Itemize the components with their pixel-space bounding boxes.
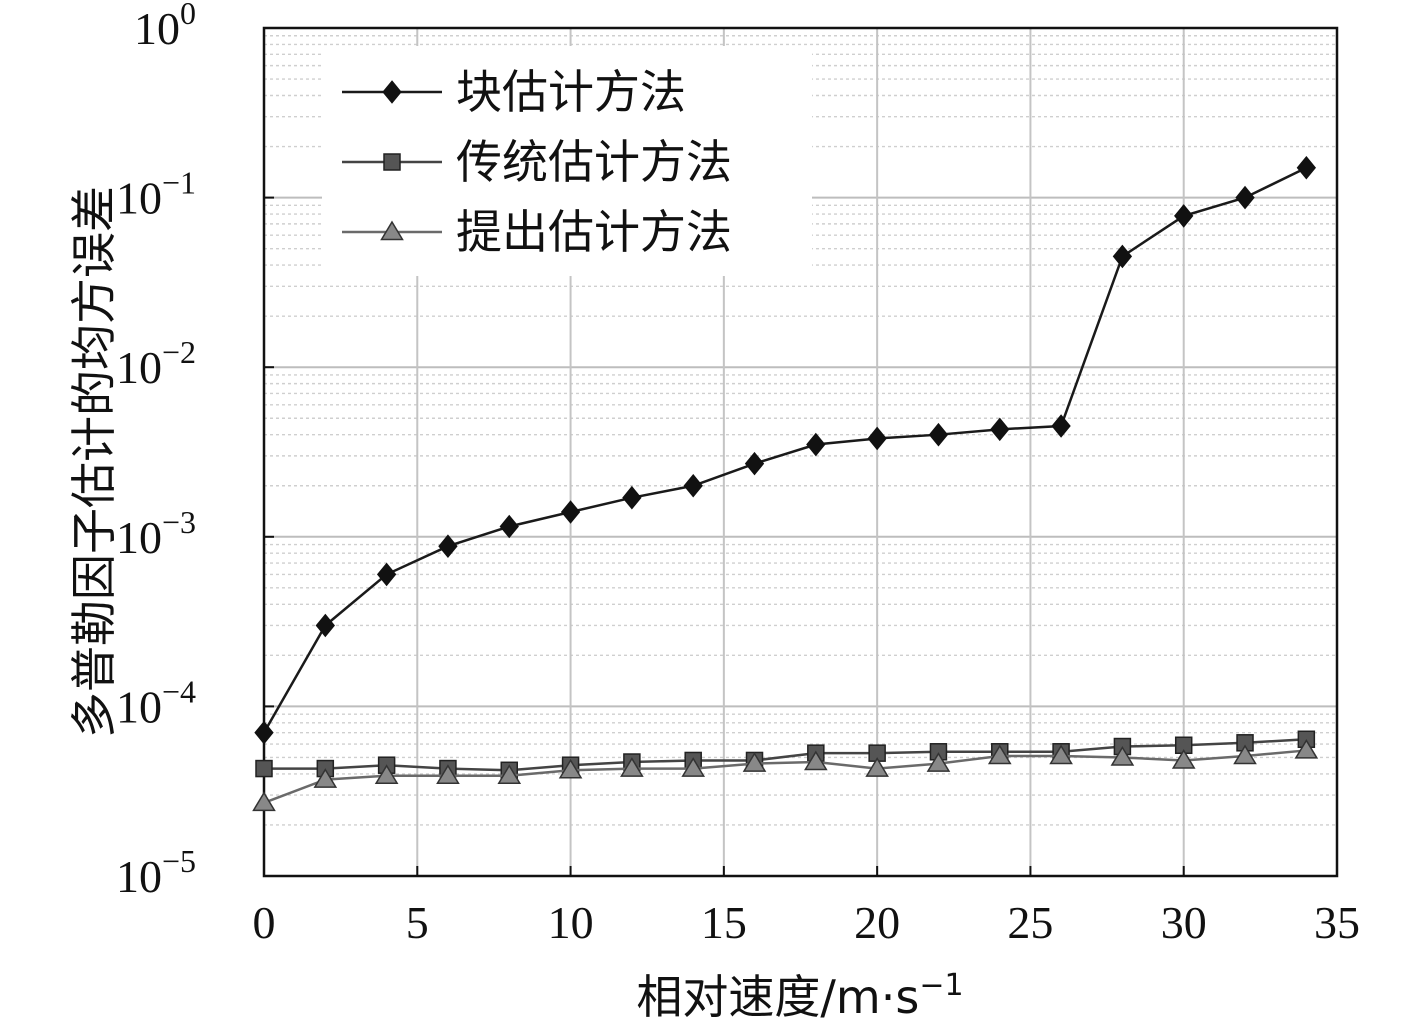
- y-tick-exponent: −4: [162, 673, 196, 709]
- data-point-triangle: [620, 757, 644, 777]
- data-point-triangle: [1110, 745, 1135, 766]
- x-tick-label: 15: [701, 897, 747, 948]
- data-point-diamond: [1112, 244, 1133, 269]
- data-point-triangle: [742, 752, 767, 772]
- legend-item: 传统估计方法: [342, 135, 732, 189]
- data-point-triangle: [313, 768, 338, 788]
- y-tick-base: 10: [116, 342, 162, 393]
- data-point-diamond: [1174, 204, 1194, 228]
- data-point-triangle: [1171, 749, 1196, 769]
- data-point-triangle: [804, 750, 828, 771]
- legend-marker: [380, 220, 404, 241]
- data-point-diamond: [254, 720, 274, 745]
- data-point-triangle: [1049, 744, 1073, 765]
- data-point-triangle: [436, 764, 460, 785]
- legend-label: 块估计方法: [456, 65, 686, 119]
- x-axis-label-text: 相对速度/m·s: [636, 970, 919, 1024]
- x-tick-label: 0: [253, 897, 276, 948]
- series-line: [262, 166, 1307, 734]
- data-point-diamond: [1051, 414, 1071, 438]
- legend-item: 块估计方法: [342, 65, 686, 119]
- x-tick-label: 20: [854, 897, 900, 948]
- data-point-diamond: [928, 422, 949, 447]
- legend-label: 提出估计方法: [456, 205, 732, 259]
- y-tick-base: 10: [116, 681, 162, 732]
- data-point-diamond: [560, 500, 581, 524]
- data-point-triangle: [1233, 744, 1257, 765]
- data-point-triangle: [497, 764, 522, 785]
- data-point-triangle: [926, 752, 951, 772]
- data-point-triangle: [252, 791, 276, 812]
- series-triangle: [252, 738, 1319, 812]
- data-point-triangle: [558, 758, 583, 779]
- data-point-triangle: [1294, 738, 1319, 759]
- y-tick-label: 10−4: [116, 673, 196, 732]
- series-group: [252, 155, 1319, 812]
- plot-frame: [262, 26, 1339, 878]
- data-point-diamond: [499, 514, 519, 539]
- data-point-diamond: [376, 562, 397, 587]
- y-tick-label: 10−2: [116, 334, 196, 393]
- data-point-triangle: [681, 757, 706, 777]
- data-point-diamond: [315, 613, 335, 638]
- x-tick-label: 5: [406, 897, 429, 948]
- y-tick-exponent: −1: [162, 165, 196, 201]
- series-diamond: [254, 155, 1317, 745]
- data-point-diamond: [683, 473, 703, 498]
- y-tick-base: 10: [116, 851, 162, 902]
- x-tick-label: 35: [1314, 897, 1360, 948]
- y-tick-label: 10−1: [116, 165, 196, 224]
- y-tick-exponent: −3: [162, 504, 196, 540]
- data-point-square: [255, 759, 273, 778]
- y-tick-base: 10: [116, 512, 162, 563]
- data-point-diamond: [438, 534, 458, 559]
- y-tick-label: 10−3: [116, 504, 196, 563]
- data-point-diamond: [1235, 185, 1255, 210]
- y-tick-base: 10: [134, 3, 180, 54]
- y-tick-base: 10: [116, 173, 162, 224]
- x-axis-label-exponent: −1: [919, 968, 963, 1003]
- y-axis-label: 多普勒因子估计的均方误差: [67, 186, 121, 738]
- legend-label: 传统估计方法: [456, 135, 732, 189]
- data-point-triangle: [987, 744, 1012, 765]
- data-point-diamond: [990, 417, 1010, 442]
- x-tick-label: 30: [1161, 897, 1207, 948]
- series-line: [264, 738, 1307, 772]
- data-point-triangle: [865, 757, 889, 777]
- y-tick-exponent: 0: [180, 0, 196, 31]
- legend-item: 提出估计方法: [342, 205, 732, 259]
- data-point-diamond: [622, 485, 642, 510]
- y-tick-exponent: −2: [162, 334, 196, 370]
- series-square: [255, 730, 1316, 780]
- x-axis: 0 5 10 15 20 25 30 35: [253, 866, 1360, 948]
- series-line: [263, 749, 1307, 805]
- y-tick-label: 10−5: [116, 843, 196, 902]
- data-point-triangle: [374, 764, 399, 785]
- x-tick-label: 25: [1007, 897, 1053, 948]
- data-point-diamond: [744, 451, 765, 476]
- data-point-diamond: [806, 432, 826, 457]
- y-tick-exponent: −5: [162, 843, 196, 879]
- y-tick-label: 100: [134, 0, 196, 54]
- x-tick-label: 10: [548, 897, 594, 948]
- legend-marker: [382, 80, 402, 104]
- legend-marker: [383, 153, 401, 171]
- data-point-diamond: [1296, 155, 1317, 180]
- data-point-diamond: [867, 426, 887, 451]
- x-axis-label: 相对速度/m·s−1: [636, 968, 963, 1024]
